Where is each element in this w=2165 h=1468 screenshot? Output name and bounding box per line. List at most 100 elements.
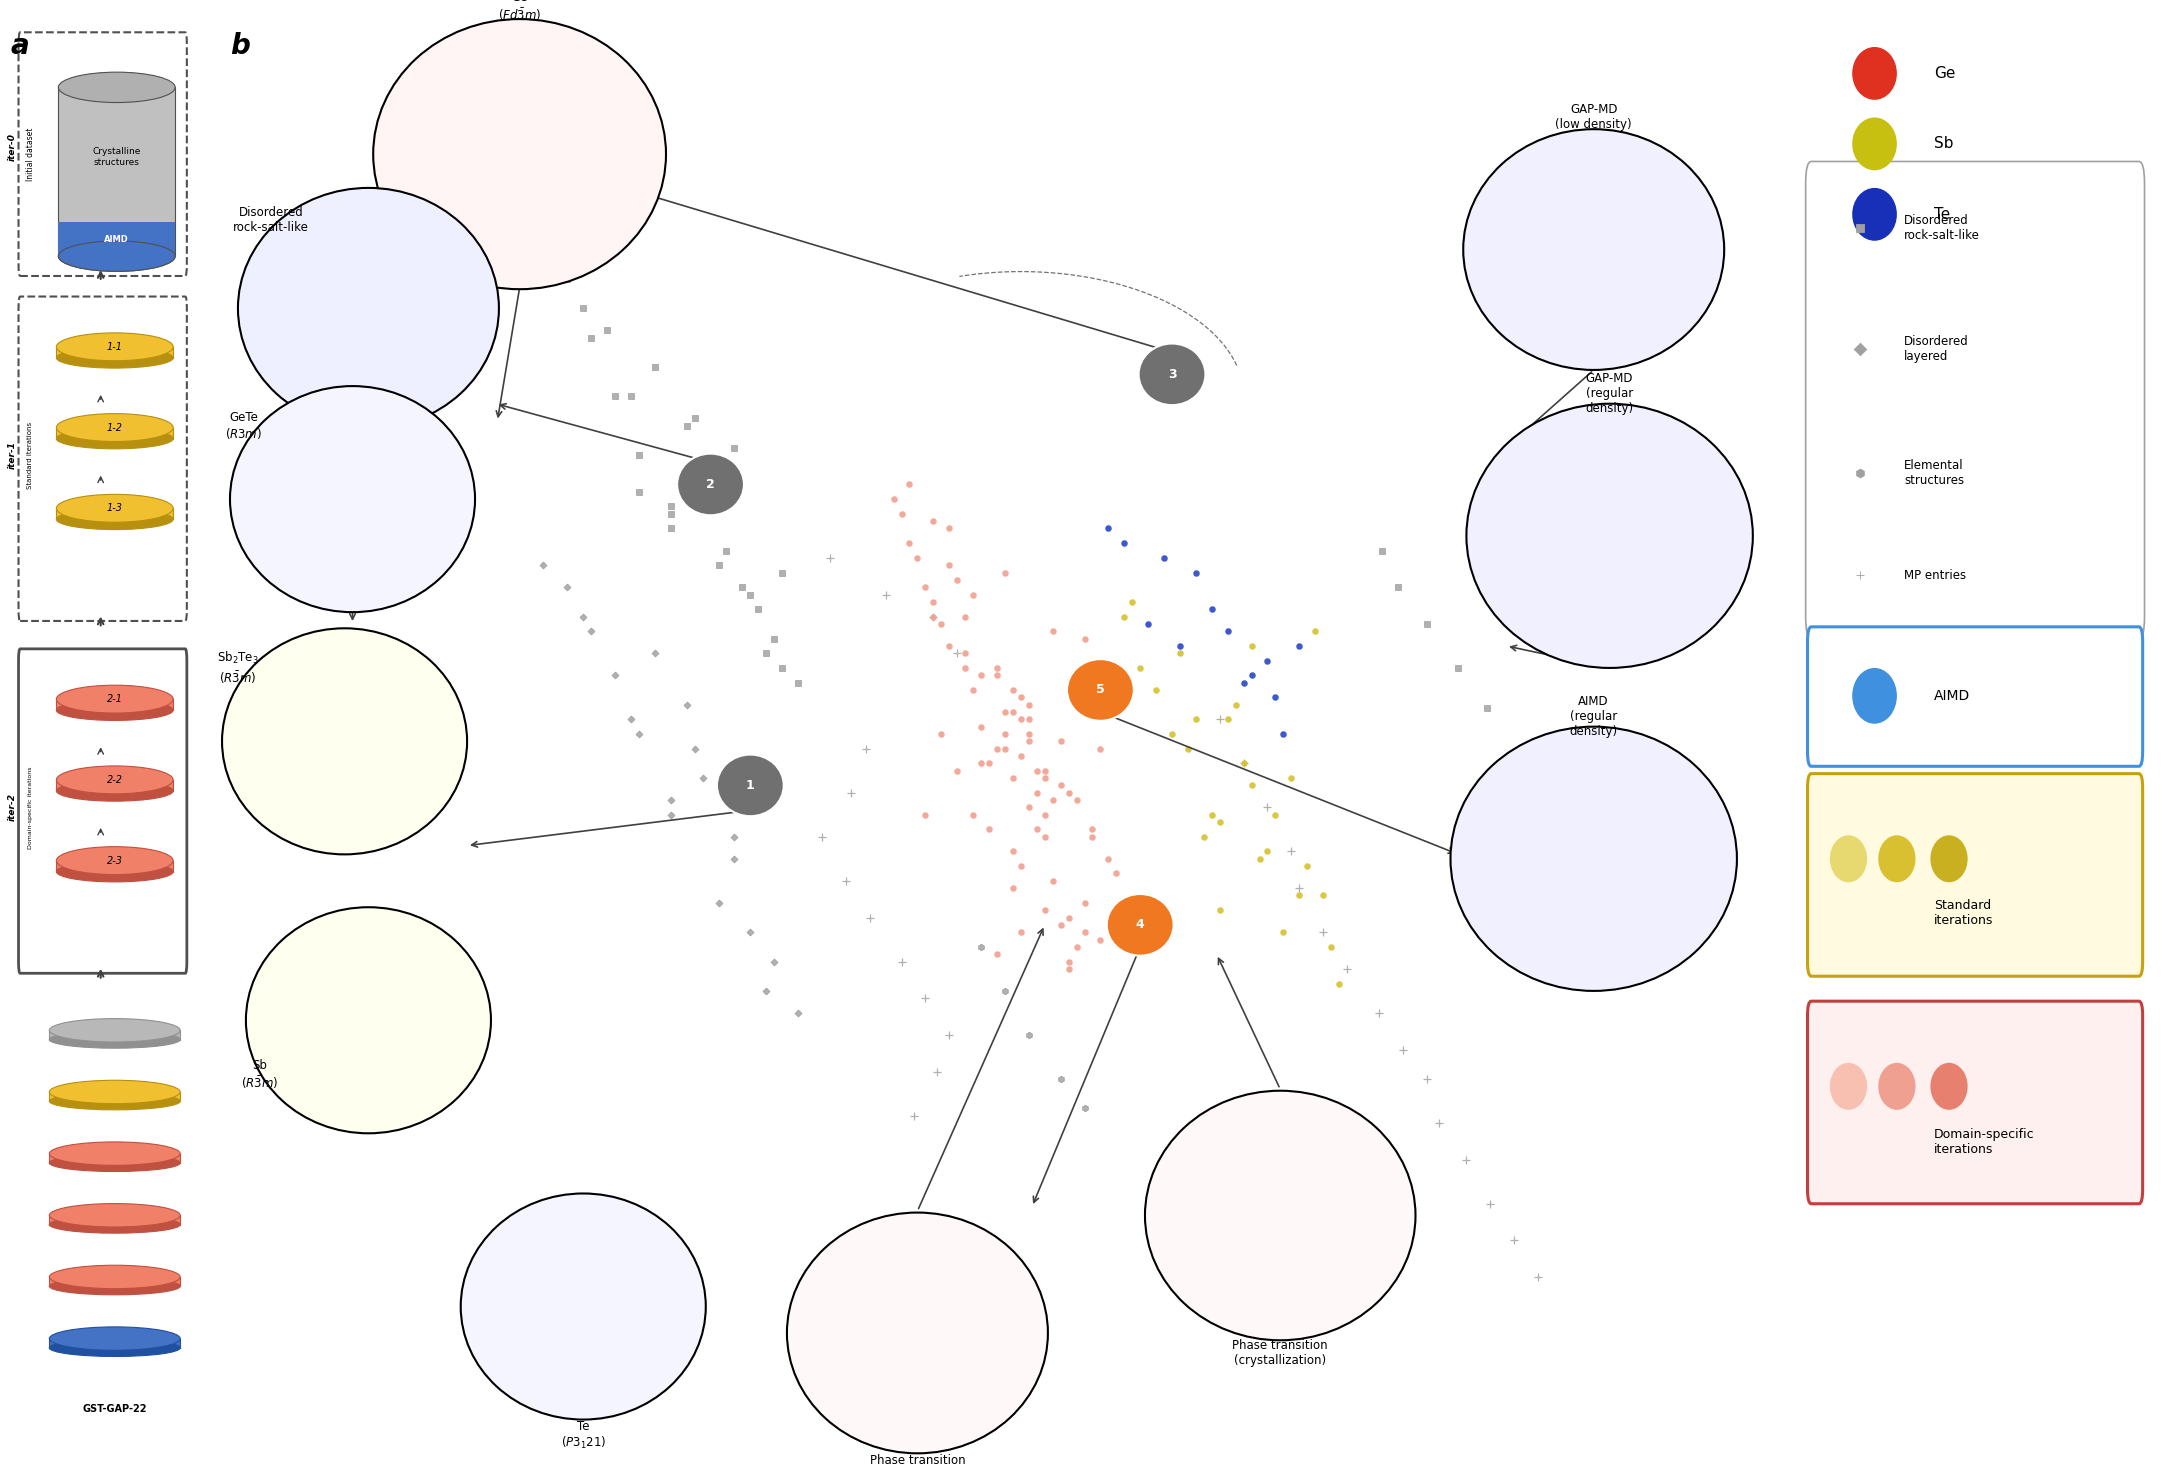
Text: 1-3: 1-3 [106, 504, 123, 514]
Point [955, 678, 989, 702]
Circle shape [1139, 344, 1206, 405]
Point [1186, 825, 1221, 849]
Point [955, 583, 989, 606]
Point [725, 575, 760, 599]
Point [782, 1001, 816, 1025]
Point [996, 678, 1031, 702]
Ellipse shape [50, 1204, 180, 1227]
Point [1178, 561, 1212, 584]
Point [868, 583, 903, 606]
Point [1842, 338, 1877, 361]
Point [1106, 531, 1141, 555]
Point [782, 671, 816, 694]
Point [1496, 1229, 1531, 1252]
Point [1020, 759, 1054, 782]
Point [916, 605, 950, 628]
Text: Disordered
rock-salt-like: Disordered rock-salt-like [1905, 213, 1981, 242]
Point [717, 825, 751, 849]
Bar [58, 222, 175, 255]
Ellipse shape [56, 333, 173, 361]
Point [1422, 1111, 1457, 1135]
Point [1386, 1038, 1420, 1061]
Point [849, 737, 883, 760]
Ellipse shape [1879, 1063, 1916, 1110]
Point [701, 553, 736, 577]
Point [565, 297, 600, 320]
Ellipse shape [56, 862, 173, 882]
Point [764, 561, 799, 584]
Text: Disordered
rock-salt-like: Disordered rock-salt-like [234, 206, 310, 235]
Circle shape [238, 188, 498, 429]
Bar [56, 860, 173, 872]
Text: Sb
$(R\bar{3}m)$: Sb $(R\bar{3}m)$ [240, 1058, 279, 1091]
Point [517, 179, 552, 203]
Point [678, 458, 712, 482]
Point [1267, 722, 1301, 746]
Text: 2-3: 2-3 [106, 856, 123, 866]
Point [637, 355, 671, 379]
Point [1035, 788, 1070, 812]
Point [987, 737, 1022, 760]
Point [996, 700, 1031, 724]
Point [1282, 634, 1316, 658]
Point [1362, 1001, 1396, 1025]
Point [1139, 678, 1173, 702]
Ellipse shape [1853, 188, 1897, 241]
Ellipse shape [56, 495, 173, 523]
Point [1520, 1265, 1554, 1289]
Point [1028, 759, 1063, 782]
Point [979, 664, 1013, 687]
Circle shape [1464, 129, 1723, 370]
Point [758, 950, 792, 973]
Point [829, 869, 864, 893]
Point [1258, 686, 1293, 709]
Point [621, 722, 656, 746]
Point [1020, 818, 1054, 841]
Circle shape [229, 386, 474, 612]
Point [1225, 752, 1260, 775]
Point [948, 642, 983, 665]
Text: a: a [11, 32, 28, 60]
Ellipse shape [50, 1277, 180, 1295]
Point [1470, 696, 1505, 719]
Point [1163, 642, 1197, 665]
Bar [50, 1277, 180, 1286]
Text: Elemental
structures: Elemental structures [1905, 458, 1964, 487]
Point [1044, 1067, 1078, 1091]
Point [1028, 766, 1063, 790]
Ellipse shape [58, 72, 175, 103]
Point [1124, 656, 1158, 680]
Point [996, 876, 1031, 900]
Point [1115, 590, 1150, 614]
Point [1364, 539, 1399, 562]
Point [1076, 825, 1111, 849]
Point [1011, 693, 1046, 716]
Point [669, 414, 704, 437]
Point [963, 752, 998, 775]
Point [678, 407, 712, 430]
Point [678, 737, 712, 760]
Point [1147, 546, 1182, 570]
Circle shape [247, 907, 491, 1133]
Text: 1: 1 [747, 780, 756, 791]
Text: Domain-specific
iterations: Domain-specific iterations [1933, 1127, 2035, 1157]
Bar [50, 1339, 180, 1348]
Point [877, 487, 911, 511]
Ellipse shape [56, 414, 173, 442]
FancyBboxPatch shape [19, 32, 186, 276]
Text: Domain-specific iterations: Domain-specific iterations [28, 766, 32, 849]
Point [686, 766, 721, 790]
Text: Sb: Sb [1933, 137, 1953, 151]
Point [812, 546, 847, 570]
Point [654, 502, 688, 526]
Bar [56, 508, 173, 520]
Point [1234, 664, 1269, 687]
FancyBboxPatch shape [19, 297, 186, 621]
Point [907, 986, 942, 1010]
Point [1163, 634, 1197, 658]
Circle shape [1106, 894, 1173, 956]
Text: GAP-MD
(low density): GAP-MD (low density) [1554, 103, 1632, 132]
Ellipse shape [1829, 1063, 1866, 1110]
Ellipse shape [56, 766, 173, 794]
Point [834, 781, 868, 804]
